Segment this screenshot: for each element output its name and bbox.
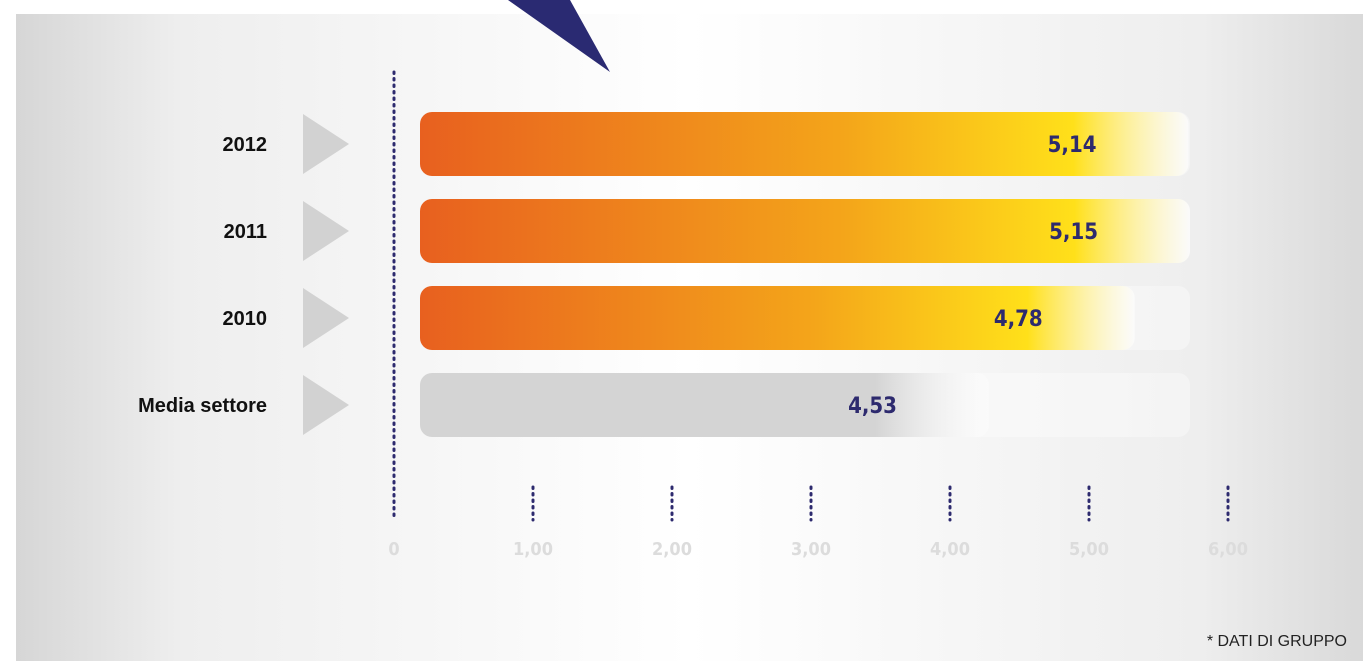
category-label: 2012 [223, 134, 268, 156]
value-label: 5,15 [1049, 220, 1098, 245]
tick-label: 0 [388, 539, 399, 560]
row-arrow-marker [303, 201, 349, 261]
tick-label: 6,00 [1208, 539, 1248, 560]
row-arrow-marker [303, 114, 349, 174]
tick-label: 2,00 [652, 539, 692, 560]
tick-label: 3,00 [791, 539, 831, 560]
value-label: 4,53 [848, 394, 897, 419]
value-label: 4,78 [994, 307, 1043, 332]
tick-label: 1,00 [513, 539, 553, 560]
row-arrow-marker [303, 375, 349, 435]
bar-2010 [420, 286, 1135, 350]
bar-media-settore [420, 373, 989, 437]
category-label: Media settore [138, 395, 267, 417]
footnote: * DATI DI GRUPPO [1206, 633, 1347, 650]
pointer-triangle [508, 0, 610, 72]
tick-label: 5,00 [1069, 539, 1109, 560]
category-label: 2010 [223, 308, 268, 330]
row-arrow-marker [303, 288, 349, 348]
value-label: 5,14 [1048, 133, 1097, 158]
bar-2012 [420, 112, 1189, 176]
tick-label: 4,00 [930, 539, 970, 560]
category-label: 2011 [224, 221, 267, 243]
bar-2011 [420, 199, 1190, 263]
